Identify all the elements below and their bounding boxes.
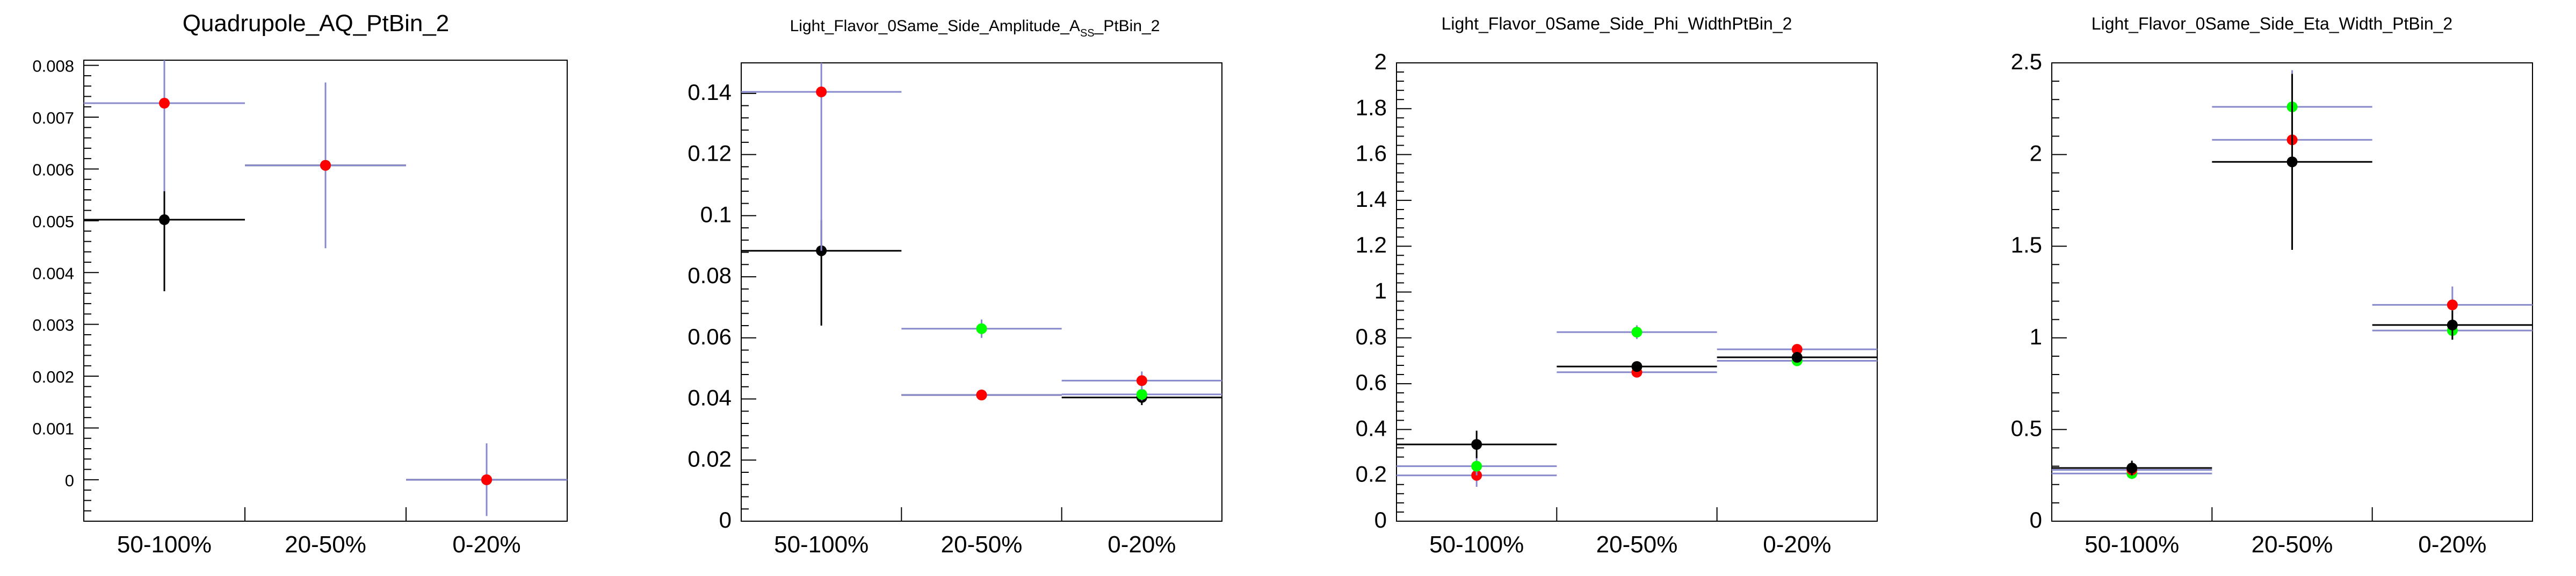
panel-1-data-point <box>159 98 170 109</box>
panel-2-ytick-label: 0.1 <box>700 201 732 227</box>
panel-4-ytick-label: 1.5 <box>2011 232 2042 257</box>
panel-2-ytick-label: 0.06 <box>688 324 732 349</box>
panel-4-frame <box>2051 62 2533 522</box>
panel-4-data-point <box>2447 319 2458 330</box>
panel-1-ytick-label: 0.003 <box>32 316 74 335</box>
panel-4-ytick-label: 2 <box>2030 141 2042 166</box>
panel-3-ytick-label: 1.8 <box>1356 95 1387 120</box>
panel-1-ytick-label: 0.005 <box>32 212 74 231</box>
panel-2-data-point <box>1136 375 1147 386</box>
panel-1-data-point <box>481 474 492 485</box>
panel-2-xtick-label: 0-20% <box>1108 531 1176 558</box>
panel-2-ytick-label: 0.12 <box>688 141 732 166</box>
panel-2-data-point <box>976 390 987 401</box>
panel-3-title: Light_Flavor_0Same_Side_Phi_WidthPtBin_2 <box>1442 14 1792 33</box>
panel-3: Light_Flavor_0Same_Side_Phi_WidthPtBin_2… <box>1356 14 1878 558</box>
panel-1-ytick-label: 0.004 <box>32 264 74 283</box>
panel-3-data-point <box>1471 439 1482 450</box>
panel-4: Light_Flavor_0Same_Side_Eta_Width_PtBin_… <box>2011 14 2533 558</box>
panel-3-data-point <box>1631 327 1642 338</box>
panel-1-xtick-label: 50-100% <box>117 531 212 558</box>
panel-2-ytick-label: 0.02 <box>688 446 732 471</box>
panel-3-ytick-label: 0.2 <box>1356 462 1387 487</box>
panel-3-data-point <box>1791 352 1803 363</box>
panel-3-data-point <box>1631 361 1642 372</box>
panel-3-ytick-label: 1.6 <box>1356 141 1387 166</box>
panel-3-ytick-label: 0.4 <box>1356 415 1387 441</box>
panel-1-ytick-label: 0.002 <box>32 368 74 386</box>
panel-4-ytick-label: 0 <box>2030 507 2042 532</box>
panel-3-xtick-label: 20-50% <box>1596 531 1678 558</box>
panel-2-xtick-label: 50-100% <box>774 531 869 558</box>
panel-2-ytick-label: 0 <box>719 507 732 532</box>
panel-2-title-subscript: SS <box>1080 27 1095 39</box>
panel-1-title: Quadrupole_AQ_PtBin_2 <box>183 10 450 37</box>
panel-2-ytick-label: 0.14 <box>688 80 732 105</box>
panel-3-ytick-label: 0.6 <box>1356 370 1387 395</box>
panel-3-data-point <box>1791 344 1803 355</box>
panel-2-title-main: Light_Flavor_0Same_Side_Amplitude_A <box>790 17 1080 35</box>
panel-2-title-tail: _PtBin_2 <box>1094 17 1160 35</box>
panel-2-xtick-label: 20-50% <box>941 531 1023 558</box>
panel-3-ytick-label: 2 <box>1374 49 1387 74</box>
panel-1-ytick-label: 0.007 <box>32 109 74 127</box>
panel-4-ytick-label: 2.5 <box>2011 49 2042 74</box>
panel-4-title: Light_Flavor_0Same_Side_Eta_Width_PtBin_… <box>2092 14 2452 33</box>
panel-1: Quadrupole_AQ_PtBin_2 0 0.001 0.002 0.003 0.… <box>32 10 568 558</box>
panel-3-ytick-label: 1.4 <box>1356 186 1387 212</box>
panel-1-data-point <box>159 214 170 225</box>
panel-4-xtick-label: 50-100% <box>2085 531 2179 558</box>
panel-1-ytick-label: 0 <box>65 471 74 490</box>
panel-3-ytick-label: 1 <box>1374 278 1387 304</box>
panel-2-frame <box>741 62 1222 522</box>
panel-4-xtick-label: 20-50% <box>2252 531 2333 558</box>
panel-1-ytick-label: 0.006 <box>32 160 74 179</box>
panel-3-frame <box>1396 62 1878 522</box>
panel-3-xtick-label: 50-100% <box>1429 531 1524 558</box>
panel-2-data-point <box>976 323 987 334</box>
panel-3-ytick-label: 1.2 <box>1356 232 1387 257</box>
panel-3-xtick-label: 0-20% <box>1763 531 1831 558</box>
panel-2: Light_Flavor_0Same_Side_Amplitude_ASS_Pt… <box>688 17 1222 558</box>
panel-3-ytick-label: 0 <box>1374 507 1387 532</box>
panel-1-data-point <box>320 160 331 171</box>
panel-4-ytick-label: 0.5 <box>2011 415 2042 441</box>
panel-1-ytick-label: 0.008 <box>32 57 74 76</box>
panel-2-data-point <box>1136 389 1147 400</box>
panel-4-data-point <box>2447 299 2458 311</box>
panel-1-xtick-label: 20-50% <box>285 531 366 558</box>
panel-3-ytick-label: 0.8 <box>1356 324 1387 349</box>
panel-2-ytick-label: 0.04 <box>688 385 732 411</box>
panel-1-frame <box>83 60 568 522</box>
panel-2-ytick-label: 0.08 <box>688 263 732 288</box>
panel-1-ytick-label: 0.001 <box>32 419 74 438</box>
panel-2-data-point <box>816 87 827 98</box>
panel-3-data-point <box>1471 460 1482 472</box>
panel-4-data-point <box>2126 463 2138 474</box>
panel-1-xtick-label: 0-20% <box>452 531 520 558</box>
panel-2-title: Light_Flavor_0Same_Side_Amplitude_ASS_Pt… <box>790 17 1160 39</box>
panel-4-xtick-label: 0-20% <box>2418 531 2486 558</box>
panel-4-ytick-label: 1 <box>2030 324 2042 349</box>
panel-4-data-point <box>2286 156 2298 168</box>
